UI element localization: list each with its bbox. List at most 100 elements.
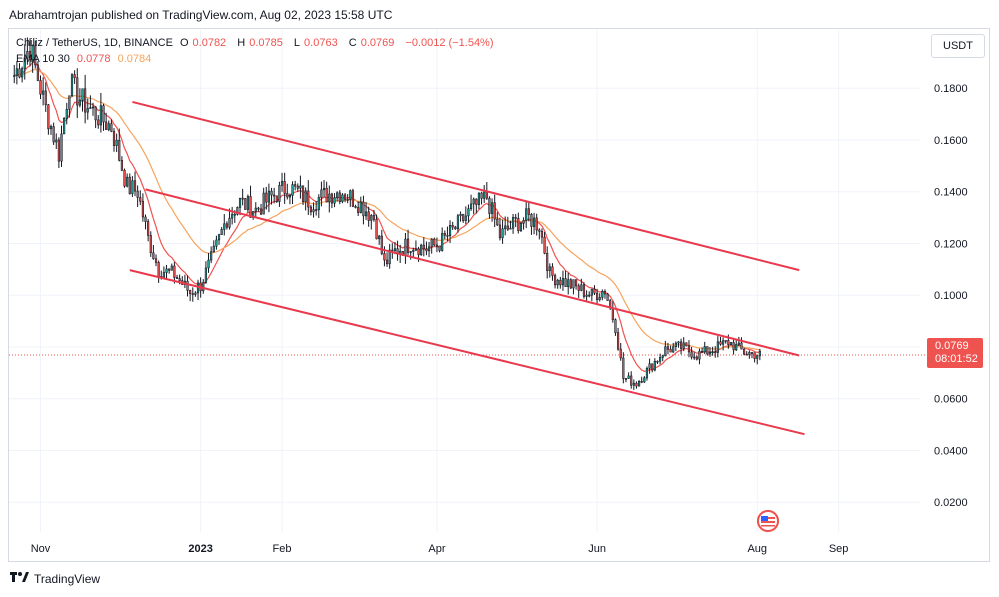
- candle-body: [280, 181, 284, 186]
- candle-body: [727, 340, 730, 345]
- symbol-label[interactable]: Chiliz / TetherUS, 1D, BINANCE: [16, 37, 173, 49]
- currency-button[interactable]: USDT: [931, 34, 985, 58]
- candle-body: [44, 90, 47, 106]
- candle-body: [420, 244, 423, 256]
- candle-body: [656, 360, 659, 363]
- candles: [13, 37, 761, 390]
- ohlc-legend[interactable]: Chiliz / TetherUS, 1D, BINANCE O 0.0782 H…: [16, 37, 498, 49]
- price-tick-label[interactable]: 0.1800: [934, 83, 968, 95]
- candle-body: [462, 213, 465, 221]
- footer-brand[interactable]: TradingView: [10, 571, 100, 586]
- time-tick-label[interactable]: Nov: [31, 543, 51, 555]
- price-tick-label[interactable]: 0.1600: [934, 135, 968, 147]
- price-tick-label[interactable]: 0.0200: [934, 497, 968, 509]
- candle-body: [690, 351, 693, 358]
- candle-body: [388, 249, 391, 265]
- price-tick-label[interactable]: 0.0400: [934, 445, 968, 457]
- time-tick-label[interactable]: Aug: [747, 543, 767, 555]
- candle-body: [475, 198, 478, 205]
- price-tick-label[interactable]: 0.0600: [934, 394, 968, 406]
- ema-legend[interactable]: EMA 10 30 0.0778 0.0784: [16, 53, 155, 65]
- candle-body: [259, 208, 263, 215]
- chart-frame[interactable]: [8, 28, 990, 562]
- candle-body: [532, 217, 536, 227]
- candle-body: [81, 88, 84, 101]
- candle-body: [480, 192, 483, 199]
- candle-body: [115, 139, 118, 146]
- candle-body: [422, 244, 425, 250]
- time-tick-label[interactable]: Jun: [588, 543, 606, 555]
- channel-middle-line[interactable]: [145, 188, 800, 357]
- candle-body: [39, 80, 42, 95]
- candle-body: [149, 235, 152, 254]
- candle-body: [435, 244, 439, 247]
- candle-body: [572, 279, 575, 289]
- low-value: L 0.0763: [293, 37, 338, 49]
- candle-body: [175, 277, 179, 279]
- candle-body: [459, 213, 462, 217]
- candle-body: [737, 342, 740, 345]
- candle-body: [296, 185, 299, 189]
- brand-name[interactable]: TradingView: [34, 571, 101, 586]
- time-tick-label[interactable]: Sep: [829, 543, 849, 555]
- candle-body: [488, 197, 491, 214]
- candle-body: [52, 126, 55, 143]
- candle-body: [469, 203, 473, 210]
- candle-body: [637, 380, 641, 387]
- candle-body: [15, 68, 18, 76]
- candle-body: [84, 88, 87, 113]
- candle-body: [249, 196, 252, 218]
- candle-body: [220, 229, 223, 235]
- price-axis[interactable]: 0.18000.16000.14000.12000.10000.08000.06…: [934, 83, 968, 509]
- candle-body: [299, 185, 302, 189]
- candle-body: [506, 225, 509, 230]
- candle-body: [78, 99, 81, 106]
- candle-body: [212, 245, 215, 253]
- channel-upper-line[interactable]: [132, 100, 800, 272]
- candle-body: [490, 202, 494, 214]
- candle-body: [97, 119, 100, 126]
- candle-body: [354, 206, 357, 208]
- candle-body: [265, 192, 268, 203]
- ema-label[interactable]: EMA 10 30: [16, 53, 70, 65]
- candle-body: [441, 233, 444, 251]
- price-tick-label[interactable]: 0.1400: [934, 187, 968, 199]
- candle-body: [672, 346, 675, 353]
- time-axis[interactable]: Nov 2023 Feb Apr Jun Aug Sep: [31, 543, 849, 555]
- close-value: C 0.0769: [348, 37, 395, 49]
- time-tick-label[interactable]: Feb: [273, 543, 292, 555]
- candle-body: [640, 380, 643, 383]
- channel-lower-line[interactable]: [129, 269, 805, 436]
- candle-body: [223, 223, 226, 230]
- price-tick-label[interactable]: 0.1000: [934, 290, 968, 302]
- candle-body: [170, 265, 173, 271]
- channel-lines[interactable]: [129, 100, 805, 436]
- us-flag-icon[interactable]: [757, 510, 779, 532]
- candle-body: [659, 357, 662, 362]
- candle-body: [65, 109, 68, 119]
- time-tick-label[interactable]: 2023: [188, 543, 212, 555]
- candle-body: [55, 139, 58, 143]
- candle-body: [708, 351, 712, 355]
- candle-body: [273, 194, 276, 197]
- candle-body: [527, 208, 530, 215]
- ema-lines: [14, 61, 760, 373]
- candle-body: [346, 198, 349, 201]
- candle-body: [567, 279, 570, 287]
- candle-body: [336, 192, 339, 199]
- candle-body: [438, 245, 441, 251]
- time-tick-label[interactable]: Apr: [428, 543, 445, 555]
- candle-body: [582, 284, 586, 297]
- candle-body: [105, 121, 108, 130]
- candle-body: [451, 225, 454, 228]
- candle-body: [118, 139, 121, 161]
- candle-body: [233, 213, 236, 216]
- price-tick-label[interactable]: 0.1200: [934, 238, 968, 250]
- candle-body: [393, 248, 397, 251]
- candle-body: [556, 279, 559, 286]
- candle-body: [522, 220, 525, 224]
- candle-body: [701, 350, 704, 353]
- tradingview-logo-icon[interactable]: [10, 571, 30, 586]
- candle-body: [380, 235, 383, 254]
